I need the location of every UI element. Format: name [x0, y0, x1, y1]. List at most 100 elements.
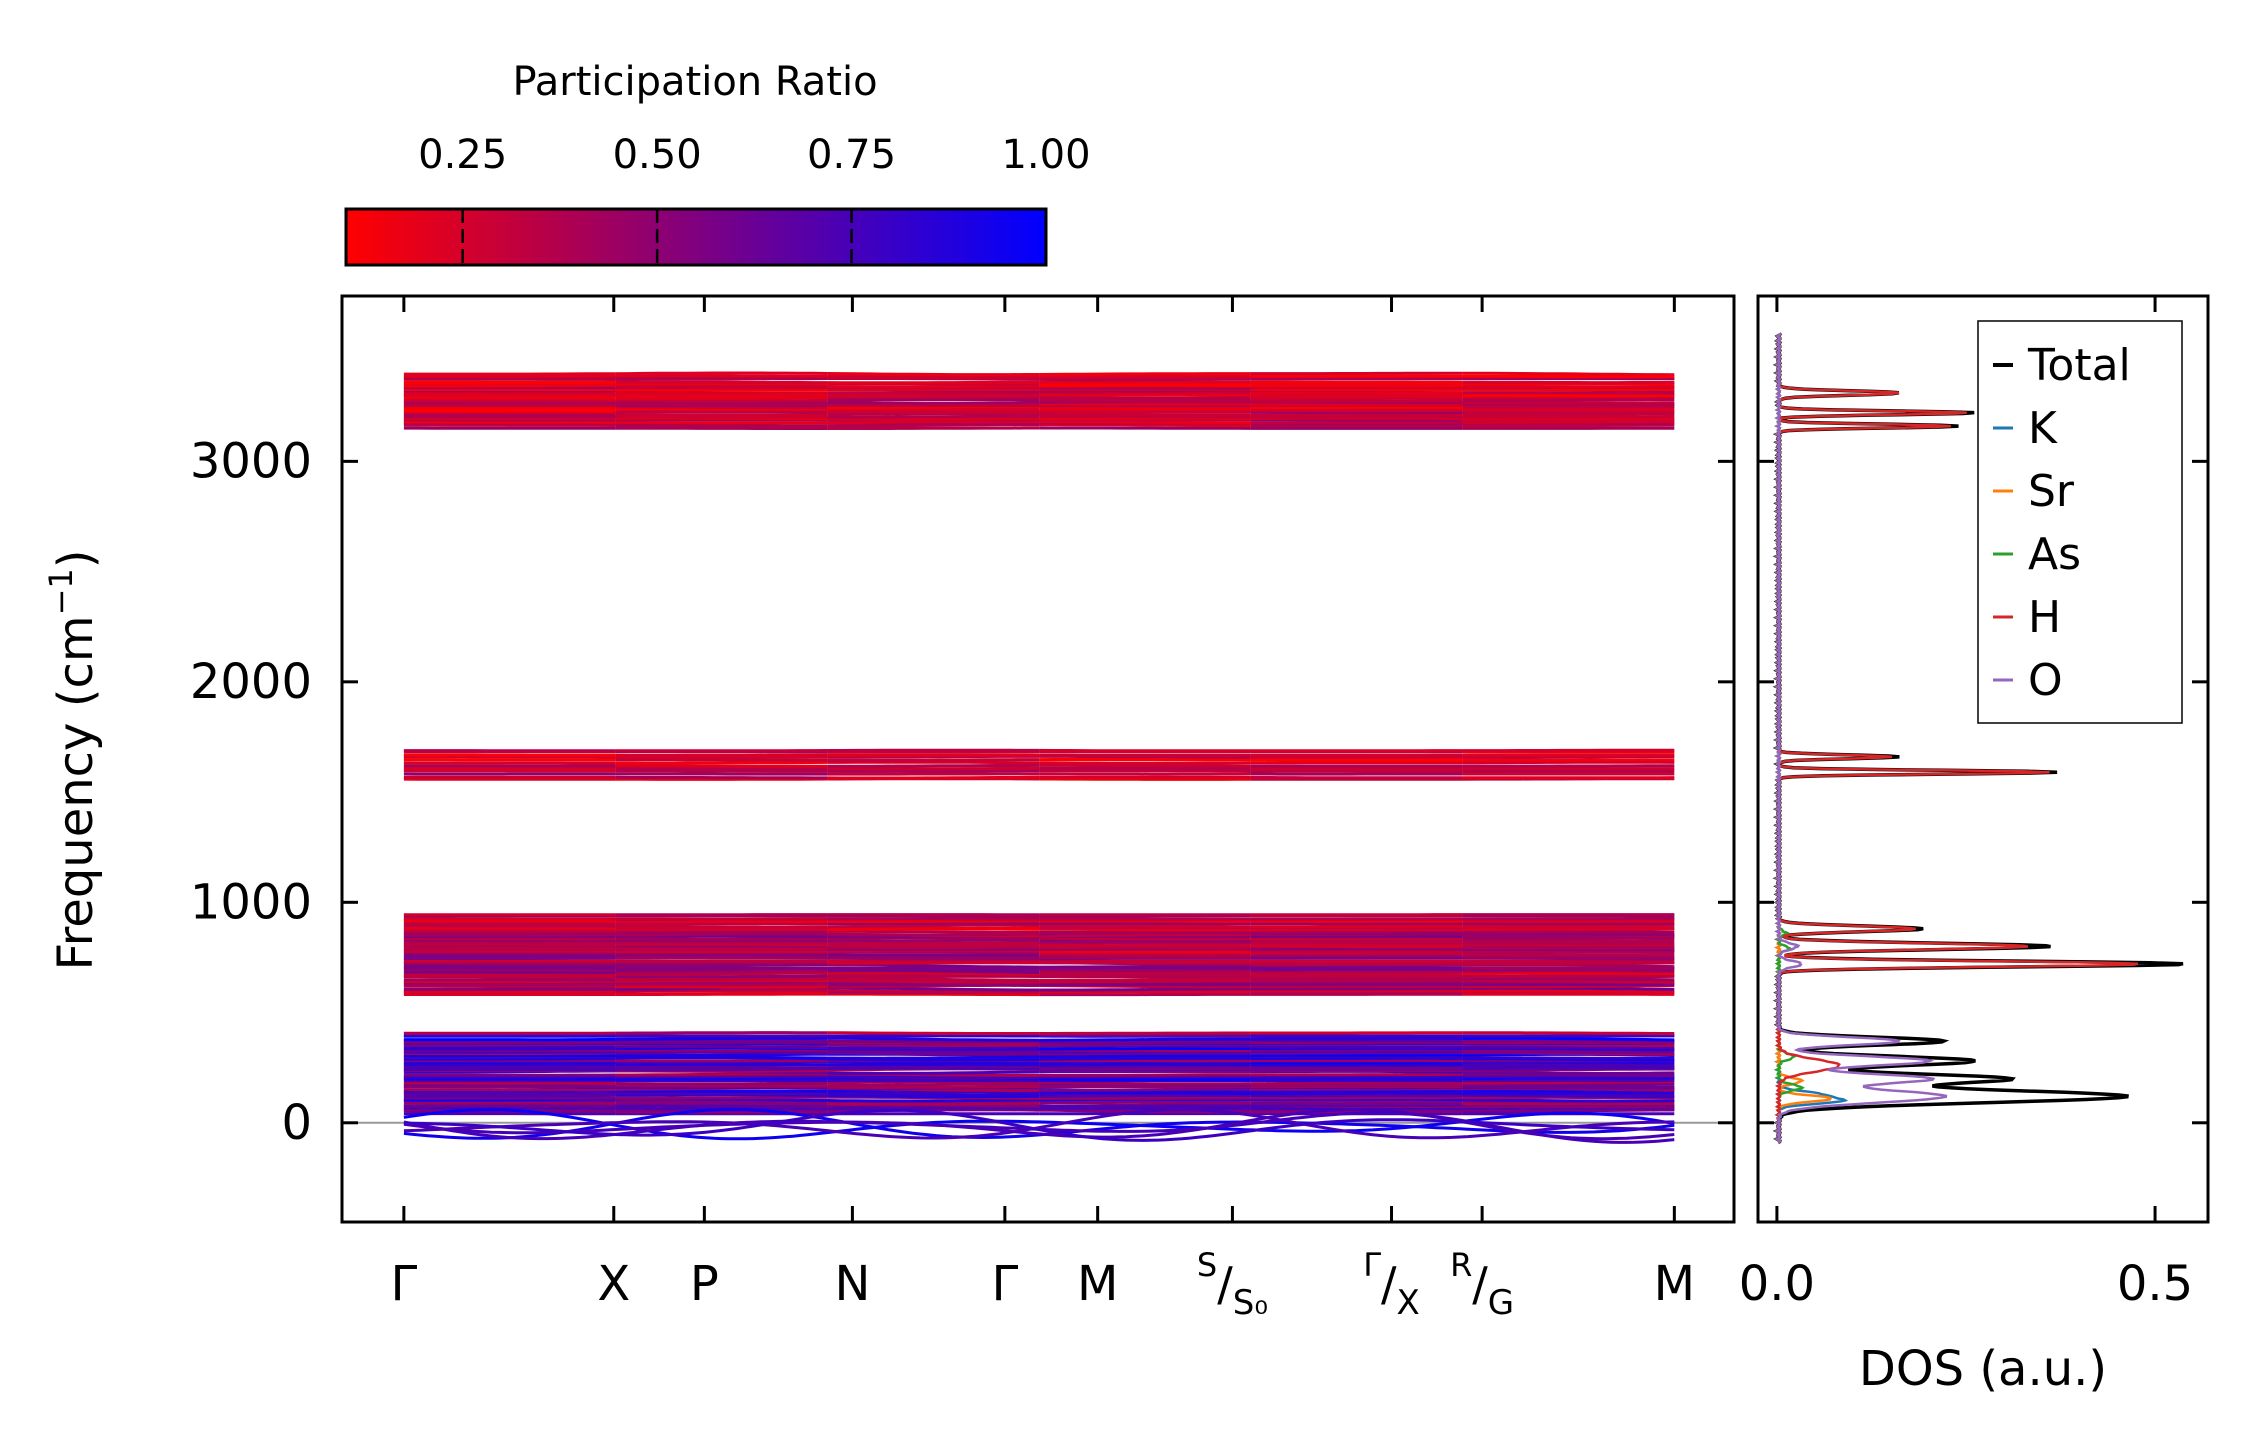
- band-line: [1039, 938, 1251, 943]
- band-line: [615, 1081, 828, 1086]
- band-axes-frame: [340, 294, 1736, 1224]
- band-line: [615, 969, 828, 974]
- band-line: [615, 398, 828, 403]
- band-line: [1250, 1101, 1463, 1106]
- band-line: [615, 931, 828, 936]
- band-line: [827, 1055, 1040, 1060]
- band-line: [827, 992, 1040, 997]
- band-line: [403, 1046, 616, 1051]
- band-line: [403, 924, 616, 928]
- band-line: [827, 916, 1040, 921]
- kpoint-label: Γ/X: [1363, 1246, 1420, 1323]
- kpoint-label: Γ: [991, 1256, 1018, 1312]
- band-line: [1039, 763, 1251, 768]
- band-y-axis-label: Frequency (cm−1): [42, 549, 104, 970]
- colorbar-ticks: 0.25 0.50 0.75 1.00: [418, 132, 1091, 265]
- band-line: [827, 400, 1040, 405]
- band-line: [827, 1090, 1040, 1096]
- band-line: [827, 979, 1040, 984]
- band-line: [615, 980, 828, 985]
- band-line: [615, 962, 828, 967]
- dos-x-tick-label: 0.0: [1739, 1256, 1815, 1312]
- dos-x-axis-label: DOS (a.u.): [1859, 1341, 2107, 1397]
- legend-label-as: As: [2028, 529, 2081, 580]
- band-line: [403, 416, 616, 421]
- band-line: [615, 977, 828, 982]
- band-line: [1250, 1045, 1463, 1049]
- band-line: [1250, 1077, 1463, 1081]
- band-line: [827, 775, 1040, 780]
- band-line: [827, 376, 1040, 380]
- legend-label-total: Total: [2027, 340, 2131, 391]
- band-line: [827, 417, 1040, 421]
- band-line: [827, 372, 1040, 377]
- band-line: [1039, 1077, 1251, 1081]
- band-line: [1039, 1100, 1251, 1105]
- band-line: [1462, 1070, 1675, 1075]
- band-line: [1039, 974, 1251, 979]
- band-line: [1250, 944, 1463, 949]
- band-line: [615, 1036, 828, 1041]
- band-line: [1462, 923, 1675, 928]
- band-line: [1462, 1055, 1675, 1060]
- band-line: [615, 396, 828, 400]
- dos-axes-frame: [1756, 294, 2210, 1224]
- band-line: [615, 1083, 828, 1088]
- band-line: [1039, 923, 1251, 929]
- kpoint-label: R/G: [1450, 1246, 1514, 1323]
- dos-curve-sr: [1773, 332, 1833, 1144]
- band-line: [827, 423, 1040, 428]
- kpoint-label: N: [834, 1256, 870, 1312]
- band-line: [1462, 1082, 1675, 1087]
- colorbar-tick-label: 0.50: [613, 132, 702, 178]
- band-line: [827, 1082, 1040, 1088]
- y-tick-label: 1000: [190, 874, 312, 930]
- legend-label-k: K: [2028, 403, 2058, 454]
- band-line: [1250, 931, 1463, 936]
- band-line: [1039, 970, 1251, 975]
- band-structure-panel: 0 1000 2000 3000 Γ X P N Γ M S/S₀ Γ/X R/G M Frequency…: [42, 294, 1736, 1323]
- band-line: [1462, 1031, 1675, 1035]
- kpoint-label: X: [597, 1256, 630, 1312]
- band-line: [1462, 986, 1675, 991]
- band-line: [827, 929, 1040, 934]
- band-line: [615, 1091, 828, 1096]
- band-line: [1250, 989, 1463, 993]
- band-line: [403, 1081, 616, 1085]
- band-line: [615, 1101, 828, 1106]
- y-tick-label: 0: [281, 1095, 312, 1151]
- band-axis-ticks: 0 1000 2000 3000 Γ X P N Γ M S/S₀ Γ/X R/G M: [190, 296, 1734, 1323]
- kpoint-label: S/S₀: [1197, 1246, 1268, 1323]
- band-line: [615, 971, 828, 976]
- legend-label-h: H: [2028, 592, 2061, 643]
- band-line: [1462, 929, 1675, 934]
- band-line: [1039, 1090, 1251, 1095]
- band-line: [1039, 420, 1251, 425]
- band-line: [1462, 398, 1675, 402]
- band-line: [1462, 420, 1675, 424]
- band-line: [827, 758, 1040, 762]
- band-line: [1039, 1033, 1251, 1038]
- band-line: [1462, 977, 1675, 982]
- band-line: [615, 1072, 828, 1077]
- band-line: [615, 917, 828, 921]
- band-line: [1039, 978, 1251, 982]
- band-line: [1039, 1047, 1251, 1051]
- band-line: [827, 1033, 1040, 1038]
- colorbar-gradient: [346, 209, 1046, 265]
- dos-legend: Total K Sr As HO: [1977, 320, 2183, 724]
- band-line: [615, 775, 828, 780]
- band-line: [827, 1045, 1040, 1050]
- acoustic-branch: [403, 1108, 1675, 1140]
- band-line: [403, 1056, 616, 1061]
- band-line: [827, 968, 1040, 974]
- band-line: [1039, 1104, 1251, 1108]
- band-line: [1039, 968, 1251, 972]
- band-line: [615, 988, 828, 993]
- legend-label-o: O: [2028, 655, 2063, 706]
- band-line: [615, 985, 828, 989]
- band-line: [1462, 423, 1675, 428]
- band-line: [1039, 1073, 1251, 1077]
- band-line: [827, 926, 1040, 930]
- band-line: [827, 971, 1040, 976]
